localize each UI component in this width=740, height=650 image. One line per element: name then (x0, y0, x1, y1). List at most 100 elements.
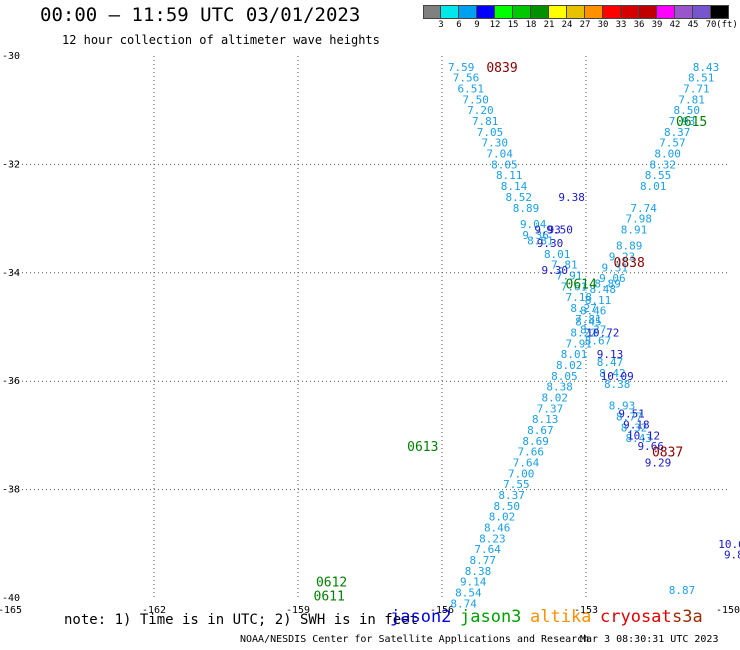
color-swatch (531, 5, 549, 19)
legend-entry-jason2: jason2 (390, 607, 452, 627)
color-swatch (567, 5, 585, 19)
color-scale-label: 9 (474, 20, 480, 30)
pass-time-label: 0839 (486, 61, 517, 76)
wave-height-value: 8.46 (580, 305, 607, 318)
wave-height-value: 9.14 (460, 576, 487, 589)
color-scale-label: 24 (561, 20, 573, 30)
wave-height-value: 7.57 (659, 137, 686, 150)
legend-entry-altika: altika (530, 607, 592, 627)
color-scale-bar (423, 5, 729, 19)
y-tick-label: -34 (2, 268, 20, 279)
wave-height-value: 7.37 (537, 402, 564, 415)
wave-height-value: 10.60 (718, 538, 740, 551)
color-swatch (639, 5, 657, 19)
wave-height-value: 8.14 (501, 180, 528, 193)
color-swatch (441, 5, 459, 19)
wave-height-value: 9.30 (537, 237, 564, 250)
wave-height-value: 8.74 (450, 597, 477, 610)
wave-height-value: 8.55 (645, 169, 672, 182)
color-scale-label: 21 (543, 20, 555, 30)
color-scale-label: 30 (597, 20, 609, 30)
wave-height-value: 10.12 (627, 429, 660, 442)
wave-height-value: 9.66 (638, 440, 665, 453)
wave-height-value: 8.67 (585, 335, 612, 348)
wave-height-value: 8.11 (496, 169, 523, 182)
x-tick-label: -159 (286, 605, 310, 616)
wave-height-value: 8.02 (542, 391, 569, 404)
wave-height-value: 9.83 (724, 549, 740, 562)
color-scale-label: 70 (705, 20, 717, 30)
color-swatch (675, 5, 693, 19)
grid-lines (10, 56, 730, 598)
wave-height-value: 9.13 (597, 348, 624, 361)
color-swatch (603, 5, 621, 19)
wave-height-value: 8.42 (599, 367, 626, 380)
wave-height-value: 9.36 (522, 229, 549, 242)
wave-height-value: 8.52 (506, 191, 533, 204)
wave-height-value: 8.43 (693, 61, 720, 74)
y-tick-label: -38 (2, 485, 20, 496)
wave-height-value: 9.38 (558, 191, 585, 204)
wave-height-value: 7.00 (508, 467, 535, 480)
wave-height-value: 8.05 (491, 158, 518, 171)
color-swatch (513, 5, 531, 19)
wave-height-value: 8.48 (590, 283, 617, 296)
color-swatch (477, 5, 495, 19)
wave-height-value: 8.93 (609, 400, 636, 413)
color-swatch (585, 5, 603, 19)
axis-tick-labels: -165 -162 -159 -156 -153 -150 -30 -32 -34 -36 -38 -… (0, 51, 740, 616)
color-scale-label: 15 (507, 20, 519, 30)
wave-height-value: 8.69 (522, 435, 549, 448)
wave-height-value: 8.50 (494, 500, 521, 513)
wave-height-value: 8.50 (674, 104, 701, 117)
wave-height-value: 7.91 (566, 337, 593, 350)
wave-height-value: 7.64 (474, 543, 501, 556)
pass-time-label: 0613 (407, 440, 438, 455)
x-tick-label: -165 (0, 605, 22, 616)
wave-height-value: 9.93 (534, 223, 561, 236)
wave-height-value: 8.81 (527, 234, 554, 247)
wave-height-value: 8.47 (597, 356, 624, 369)
x-tick-label: -150 (716, 605, 740, 616)
chart-title: 00:00 – 11:59 UTC 03/01/2023 (40, 4, 361, 26)
pass-time-label: 0837 (652, 446, 683, 461)
color-swatch (459, 5, 477, 19)
y-tick-label: -30 (2, 51, 20, 62)
wave-height-value: 8.02 (556, 359, 583, 372)
color-scale-label: (ft) (716, 20, 738, 30)
footer-credit: NOAA/NESDIS Center for Satellite Applica… (240, 634, 590, 645)
wave-height-value: 10.09 (601, 370, 634, 383)
color-scale-label: 36 (633, 20, 645, 30)
wave-height-value: 7.18 (566, 291, 593, 304)
wave-height-value: 9.51 (618, 408, 645, 421)
wave-height-value: 8.01 (640, 180, 667, 193)
wave-height-value: 8.38 (604, 378, 631, 391)
y-tick-label: -36 (2, 376, 20, 387)
pass-time-label: 0612 (316, 576, 347, 591)
color-scale-label: 18 (525, 20, 537, 30)
color-swatch (693, 5, 711, 19)
wave-height-value: 7.30 (482, 137, 509, 150)
wave-height-value: 7.50 (462, 93, 489, 106)
pass-time-label: 0838 (614, 256, 645, 271)
color-scale-labels: 3 6 9 12 15 18 21 24 27 30 33 36 39 42 45 70 (ft) (423, 20, 740, 34)
wave-height-value: 9.06 (599, 272, 626, 285)
wave-height-value: 9.29 (645, 457, 672, 470)
wave-height-value: 9.50 (546, 223, 573, 236)
wave-height-value: 10.72 (586, 326, 619, 339)
wave-height-value: 8.37 (580, 324, 607, 337)
wave-height-value: 8.45 (575, 316, 602, 329)
wave-height-value: 8.89 (616, 240, 643, 253)
color-scale-label: 39 (651, 20, 663, 30)
wave-height-value: 8.38 (465, 565, 492, 578)
wave-height-value: 8.32 (650, 158, 677, 171)
wave-height-value: 8.89 (513, 202, 540, 215)
wave-height-value: 7.81 (678, 93, 705, 106)
wave-height-value: 7.59 (448, 61, 475, 74)
chart-subtitle: 12 hour collection of altimeter wave hei… (62, 33, 380, 47)
color-scale-label: 42 (669, 20, 681, 30)
pass-time-label: 0614 (566, 278, 597, 293)
wave-height-value: 7.71 (683, 83, 710, 96)
wave-height-value: 6.51 (458, 83, 485, 96)
x-tick-label: -162 (142, 605, 166, 616)
